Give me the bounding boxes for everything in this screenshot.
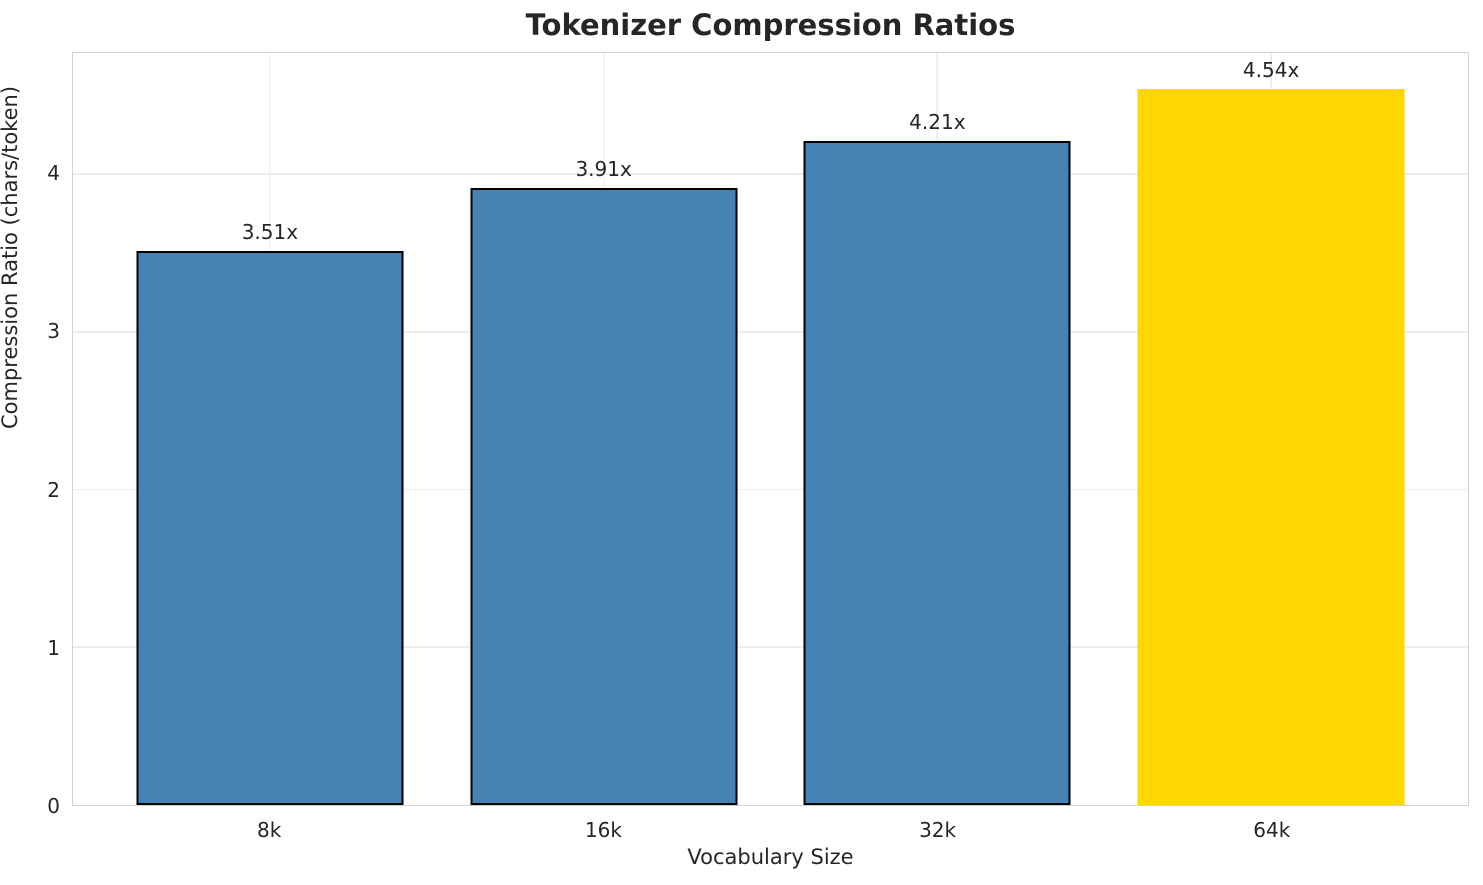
bar-value-label-32k: 4.21x <box>909 109 966 134</box>
y-tick-label: 3 <box>47 319 60 344</box>
y-tick-label: 0 <box>47 794 60 818</box>
gridline-horizontal <box>73 488 1468 491</box>
bar-64k <box>1137 88 1405 805</box>
y-axis-label: Compression Ratio (chars/token) <box>0 85 22 429</box>
plot-area: 3.51x 3.91x 4.21x 4.54x <box>72 52 1469 806</box>
bar-value-label-64k: 4.54x <box>1242 57 1300 82</box>
y-tick-label: 2 <box>47 477 60 502</box>
bar-value-label-16k: 3.91x <box>575 157 632 182</box>
gridline-horizontal <box>73 173 1468 175</box>
bar-32k <box>803 140 1071 805</box>
x-tick-label-16k: 16k <box>584 818 622 842</box>
y-tick-label: 4 <box>47 161 60 186</box>
chart-title: Tokenizer Compression Ratios <box>525 8 1016 42</box>
x-tick-label-32k: 32k <box>919 818 957 842</box>
gridline-horizontal <box>73 330 1468 333</box>
x-axis-label: Vocabulary Size <box>687 845 854 869</box>
bar-8k <box>136 251 404 805</box>
x-tick-label-64k: 64k <box>1253 818 1291 842</box>
bar-16k <box>470 188 738 805</box>
y-tick-label: 1 <box>47 635 60 660</box>
gridline-horizontal <box>73 646 1468 649</box>
bar-value-label-8k: 3.51x <box>241 220 299 245</box>
x-tick-label-8k: 8k <box>257 818 282 842</box>
